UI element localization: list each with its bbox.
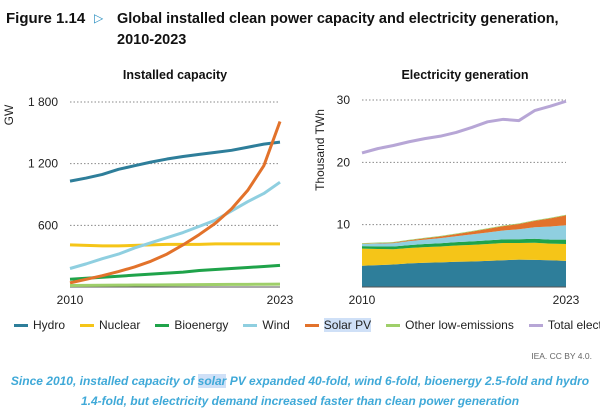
- series-area-wind: [362, 225, 566, 247]
- series-area-nuclear: [362, 242, 566, 266]
- source-note: IEA. CC BY 4.0.: [531, 351, 592, 361]
- legend-label: Nuclear: [99, 318, 141, 332]
- y-axis-label: GW: [2, 104, 16, 125]
- legend-item-solar-pv: Solar PV: [304, 318, 372, 332]
- legend-label: Wind: [262, 318, 290, 332]
- series-line-bioenergy: [69, 263, 281, 281]
- x-tick-label: 2010: [57, 293, 84, 307]
- legend-swatch: [155, 323, 170, 327]
- legend-label: Solar PV: [323, 318, 372, 332]
- y-tick-label: 10: [337, 218, 351, 232]
- legend-label: Hydro: [33, 318, 66, 332]
- figure-number: Figure 1.14: [6, 10, 86, 27]
- figure-arrow-icon: ▷: [94, 11, 104, 25]
- legend-item-wind: Wind: [243, 318, 290, 332]
- y-tick-label: 1 800: [28, 95, 58, 109]
- caption-part-2: PV expanded 40-fold, wind 6-fold, bioene…: [80, 374, 590, 408]
- legend-swatch: [528, 323, 543, 327]
- electricity-generation-chart: 10 20 30 Thousand TWh 2010 2023: [313, 93, 580, 307]
- legend-item-bioenergy: Bioenergy: [155, 318, 228, 332]
- legend-swatch: [14, 323, 28, 327]
- chart-legend: Hydro Nuclear Bioenergy Wind Solar PV Other l…: [14, 318, 600, 332]
- installed-capacity-chart: 600 1 200 1 800 GW 2010 2023: [2, 95, 294, 307]
- legend-label: Total electricity: [547, 318, 600, 332]
- legend-item-nuclear: Nuclear: [80, 318, 140, 332]
- legend-item-total-electricity: Total electricity: [528, 318, 600, 332]
- caption-highlight: solar: [197, 374, 227, 388]
- y-axis-label: Thousand TWh: [313, 109, 327, 191]
- legend-label: Other low-emissions: [405, 318, 514, 332]
- series-line-solar-pv: [69, 121, 282, 285]
- series-line-wind: [69, 180, 281, 270]
- y-tick-label: 20: [337, 155, 351, 169]
- series-area-bioenergy: [362, 238, 566, 250]
- legend-swatch: [243, 323, 258, 327]
- series-line-other-low-emissions: [69, 282, 281, 287]
- x-tick-label: 2010: [349, 293, 376, 307]
- legend-label: Bioenergy: [174, 318, 229, 332]
- figure-caption: Since 2010, installed capacity of solar …: [0, 371, 600, 411]
- caption-part-1: Since 2010, installed capacity of: [10, 374, 198, 388]
- y-tick-label: 1 200: [28, 157, 58, 171]
- series-line-nuclear: [69, 242, 280, 248]
- legend-item-hydro: Hydro: [14, 318, 65, 332]
- legend-swatch: [386, 323, 401, 327]
- figure-title: Global installed clean power capacity an…: [117, 11, 559, 48]
- series-line-hydro: [69, 140, 281, 183]
- y-tick-label: 600: [38, 218, 58, 232]
- series-area-hydro: [362, 259, 566, 287]
- legend-item-other-low-emissions: Other low-emissions: [386, 318, 514, 332]
- series-line-total-electricity: [361, 99, 567, 155]
- y-tick-label: 30: [337, 93, 351, 107]
- x-tick-label: 2023: [267, 293, 294, 307]
- left-panel-title: Installed capacity: [122, 68, 228, 82]
- x-tick-label: 2023: [553, 293, 580, 307]
- legend-swatch: [304, 323, 319, 327]
- legend-swatch: [80, 323, 95, 327]
- right-panel-title: Electricity generation: [401, 68, 529, 82]
